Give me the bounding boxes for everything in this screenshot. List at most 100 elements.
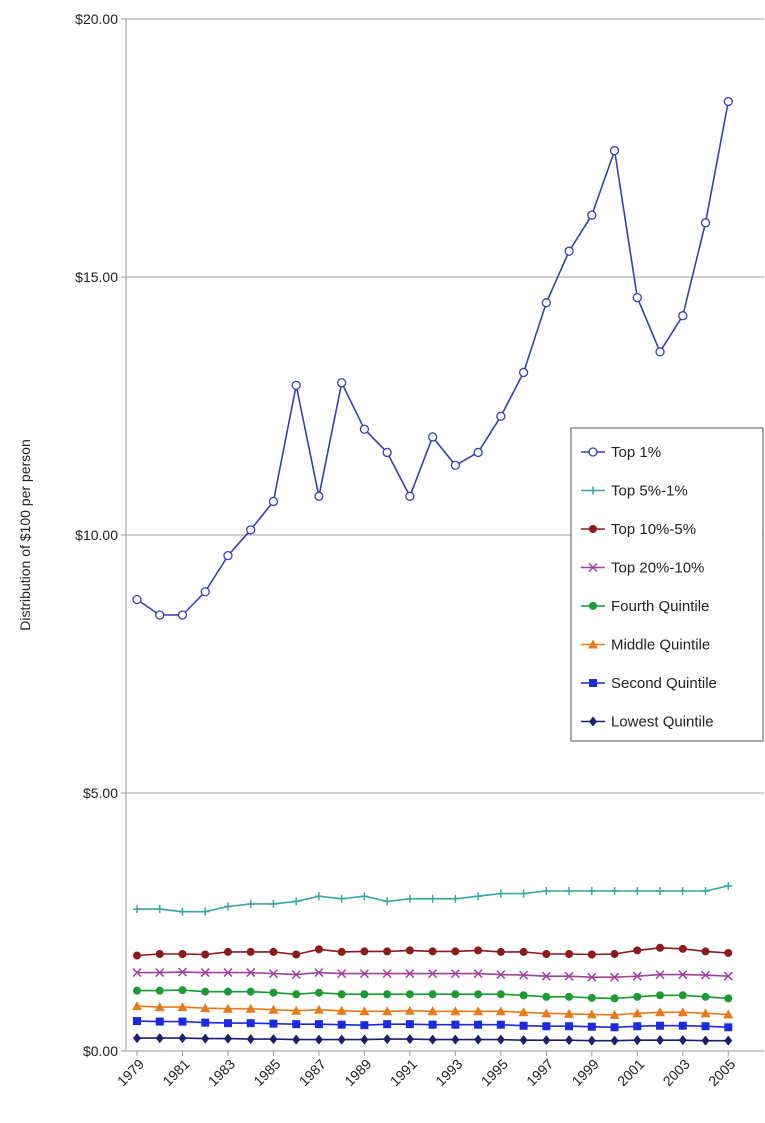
data-point [474,1020,483,1029]
data-point [678,1021,687,1030]
data-point [518,367,529,378]
series-layer [132,96,734,1046]
series-1 [133,881,733,916]
data-point [633,1035,642,1046]
y-tick-label: $20.00 [75,11,118,27]
data-point [678,970,688,980]
data-point [428,1020,437,1029]
data-point [223,1033,232,1044]
data-point [314,1020,323,1029]
data-point [678,1035,687,1046]
data-point [132,1001,142,1011]
legend-swatch-marker [589,525,597,533]
data-point [427,432,438,442]
data-point [587,1022,596,1031]
data-point [177,1002,188,1012]
data-point [655,347,665,357]
data-point [269,947,278,956]
legend-swatch-marker [589,679,597,687]
legend-label: Top 20%-10% [611,560,704,577]
data-point [565,992,574,1001]
data-point [632,1008,643,1018]
data-point [200,968,210,978]
data-point [133,1017,141,1026]
data-point [428,1034,437,1045]
data-point [314,491,324,501]
data-point [314,945,323,954]
data-point [428,894,437,903]
data-point [473,447,483,458]
series-0 [132,96,733,620]
x-tick-label: 1999 [569,1056,602,1089]
data-point [178,907,187,916]
data-point [405,990,414,999]
data-point [565,1022,574,1031]
data-point [565,1035,574,1046]
data-point [450,969,460,979]
data-point [359,1006,370,1016]
legend-item: Fourth Quintile [581,598,709,615]
data-point [451,947,460,956]
x-tick-label: 2003 [660,1056,693,1089]
data-point [519,947,528,956]
data-point [655,970,665,980]
data-point [428,990,437,999]
data-point [633,992,642,1001]
data-point [291,380,301,391]
data-point [564,246,574,256]
data-point [223,987,232,996]
data-point [542,1022,551,1031]
series-3 [132,967,733,982]
data-point [178,949,187,958]
gridlines [126,18,764,794]
data-point [337,1034,346,1045]
legend-item: Second Quintile [581,675,717,692]
data-point [587,972,597,982]
data-point [541,1008,552,1018]
data-point [450,1006,461,1016]
legend-label: Top 1% [611,444,661,461]
data-point [632,292,642,303]
data-point [291,1005,302,1015]
data-point [587,887,596,896]
data-point [587,950,596,959]
data-point [656,1021,665,1030]
data-point [496,990,505,999]
data-point [587,1035,596,1046]
data-point [564,1008,575,1018]
data-point [496,947,505,956]
data-point [155,1033,164,1044]
legend-label: Lowest Quintile [611,714,714,731]
data-point [337,378,347,388]
data-point [132,594,142,605]
series-4 [133,986,733,1003]
data-point [405,946,414,955]
data-point [314,1034,323,1045]
legend-item: Lowest Quintile [581,714,714,731]
data-point [292,1020,301,1029]
data-point [655,1007,666,1017]
data-point [246,987,255,996]
data-point [474,1034,483,1045]
data-point [223,550,233,561]
data-point [178,1033,187,1044]
data-point [404,1005,415,1015]
data-point [382,969,392,979]
x-tick-label: 1985 [250,1056,283,1089]
data-point [314,968,324,978]
data-point [200,1003,211,1013]
data-point [701,1022,710,1031]
data-point [565,887,574,896]
data-point [405,491,415,501]
data-point [542,1035,551,1046]
data-point [610,972,620,982]
data-point [223,1019,232,1028]
data-point [610,887,619,896]
data-point [565,949,574,958]
data-point [269,1019,278,1028]
data-point [382,447,392,458]
data-point [133,951,141,960]
data-point [587,210,597,220]
data-point [222,1003,233,1013]
legend-swatch-marker [589,716,597,727]
